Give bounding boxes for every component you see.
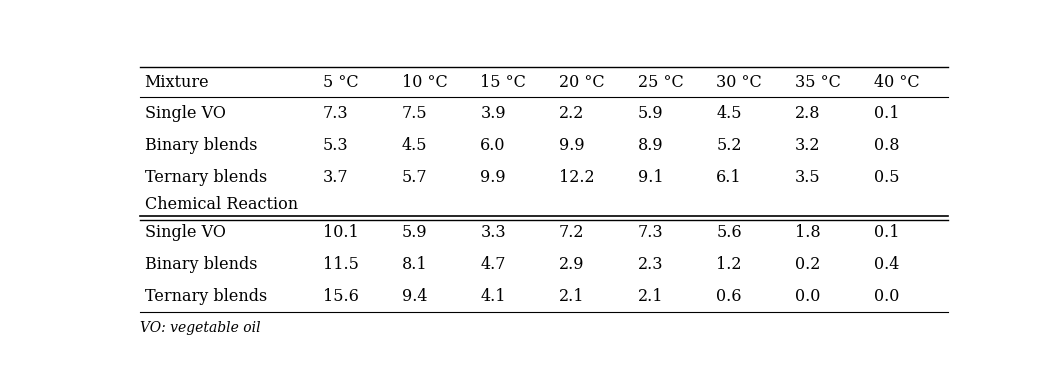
Text: 2.1: 2.1 bbox=[638, 288, 663, 305]
Text: 35 °C: 35 °C bbox=[795, 73, 841, 91]
Text: 30 °C: 30 °C bbox=[716, 73, 762, 91]
Text: 4.5: 4.5 bbox=[402, 137, 427, 154]
Text: 5.6: 5.6 bbox=[716, 223, 742, 241]
Text: Single VO: Single VO bbox=[145, 105, 225, 122]
Text: 0.0: 0.0 bbox=[795, 288, 820, 305]
Text: 8.1: 8.1 bbox=[402, 256, 427, 273]
Text: 1.2: 1.2 bbox=[716, 256, 742, 273]
Text: 10 °C: 10 °C bbox=[402, 73, 448, 91]
Text: 5.9: 5.9 bbox=[638, 105, 663, 122]
Text: 3.2: 3.2 bbox=[795, 137, 820, 154]
Text: 2.1: 2.1 bbox=[559, 288, 584, 305]
Text: VO: vegetable oil: VO: vegetable oil bbox=[141, 321, 261, 335]
Text: 9.9: 9.9 bbox=[559, 137, 584, 154]
Text: 0.2: 0.2 bbox=[795, 256, 820, 273]
Text: 25 °C: 25 °C bbox=[638, 73, 683, 91]
Text: 20 °C: 20 °C bbox=[559, 73, 604, 91]
Text: 6.0: 6.0 bbox=[480, 137, 506, 154]
Text: 6.1: 6.1 bbox=[716, 169, 742, 186]
Text: 5 °C: 5 °C bbox=[323, 73, 359, 91]
Text: 3.9: 3.9 bbox=[480, 105, 506, 122]
Text: Ternary blends: Ternary blends bbox=[145, 288, 267, 305]
Text: 3.3: 3.3 bbox=[480, 223, 506, 241]
Text: 9.9: 9.9 bbox=[480, 169, 506, 186]
Text: 4.1: 4.1 bbox=[480, 288, 506, 305]
Text: Ternary blends: Ternary blends bbox=[145, 169, 267, 186]
Text: 0.8: 0.8 bbox=[874, 137, 899, 154]
Text: 5.9: 5.9 bbox=[402, 223, 427, 241]
Text: Binary blends: Binary blends bbox=[145, 137, 257, 154]
Text: 0.4: 0.4 bbox=[874, 256, 899, 273]
Text: 3.5: 3.5 bbox=[795, 169, 821, 186]
Text: 0.1: 0.1 bbox=[874, 223, 899, 241]
Text: 9.1: 9.1 bbox=[638, 169, 663, 186]
Text: 0.0: 0.0 bbox=[874, 288, 899, 305]
Text: 5.2: 5.2 bbox=[716, 137, 742, 154]
Text: 10.1: 10.1 bbox=[323, 223, 359, 241]
Text: 1.8: 1.8 bbox=[795, 223, 821, 241]
Text: 4.7: 4.7 bbox=[480, 256, 506, 273]
Text: 15.6: 15.6 bbox=[323, 288, 359, 305]
Text: 15 °C: 15 °C bbox=[480, 73, 526, 91]
Text: Chemical Reaction: Chemical Reaction bbox=[145, 196, 297, 213]
Text: 7.2: 7.2 bbox=[559, 223, 584, 241]
Text: 8.9: 8.9 bbox=[638, 137, 663, 154]
Text: Binary blends: Binary blends bbox=[145, 256, 257, 273]
Text: 11.5: 11.5 bbox=[323, 256, 359, 273]
Text: 5.7: 5.7 bbox=[402, 169, 427, 186]
Text: 7.3: 7.3 bbox=[323, 105, 348, 122]
Text: 0.1: 0.1 bbox=[874, 105, 899, 122]
Text: 0.5: 0.5 bbox=[874, 169, 899, 186]
Text: Single VO: Single VO bbox=[145, 223, 225, 241]
Text: 7.5: 7.5 bbox=[402, 105, 427, 122]
Text: 7.3: 7.3 bbox=[638, 223, 663, 241]
Text: 40 °C: 40 °C bbox=[874, 73, 919, 91]
Text: 5.3: 5.3 bbox=[323, 137, 348, 154]
Text: 3.7: 3.7 bbox=[323, 169, 348, 186]
Text: 2.9: 2.9 bbox=[559, 256, 584, 273]
Text: 4.5: 4.5 bbox=[716, 105, 742, 122]
Text: 12.2: 12.2 bbox=[559, 169, 595, 186]
Text: Mixture: Mixture bbox=[145, 73, 209, 91]
Text: 2.2: 2.2 bbox=[559, 105, 584, 122]
Text: 2.8: 2.8 bbox=[795, 105, 820, 122]
Text: 2.3: 2.3 bbox=[638, 256, 663, 273]
Text: 9.4: 9.4 bbox=[402, 288, 427, 305]
Text: 0.6: 0.6 bbox=[716, 288, 742, 305]
